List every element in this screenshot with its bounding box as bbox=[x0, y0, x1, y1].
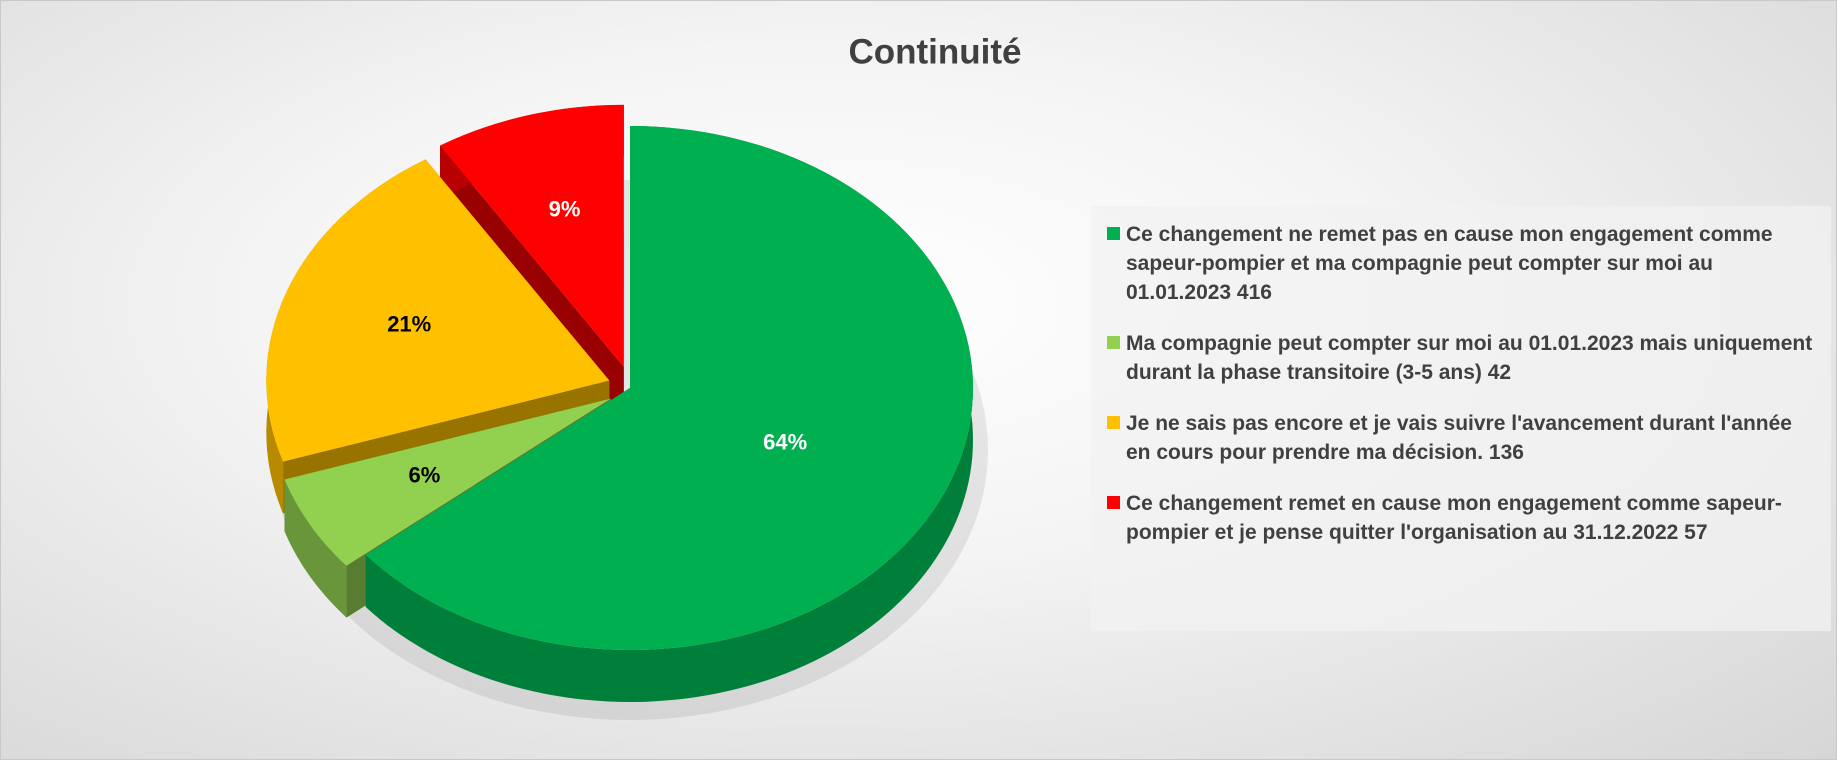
legend-entry: Ce changement ne remet pas en cause mon … bbox=[1107, 220, 1821, 307]
pie-slice bbox=[284, 398, 611, 566]
data-label: 9% bbox=[549, 197, 581, 222]
pie-area: Continuité 64% 6% 21% 9% bbox=[266, 32, 1022, 720]
slice-rim bbox=[284, 479, 347, 618]
legend-entry: Je ne sais pas encore et je vais suivre … bbox=[1107, 409, 1821, 467]
data-label: 21% bbox=[387, 311, 431, 336]
legend-swatch bbox=[1107, 416, 1120, 429]
legend: Ce changement ne remet pas en cause mon … bbox=[1091, 206, 1831, 631]
pie-slice bbox=[440, 104, 624, 367]
legend-entry: Ma compagnie peut compter sur moi au 01.… bbox=[1107, 329, 1821, 387]
pie-slice bbox=[365, 126, 973, 650]
data-label: 6% bbox=[408, 463, 440, 488]
legend-label: Ma compagnie peut compter sur moi au 01.… bbox=[1126, 332, 1813, 384]
data-label: 64% bbox=[763, 430, 807, 455]
slice-rim bbox=[365, 126, 974, 702]
legend-swatch bbox=[1107, 227, 1120, 240]
legend-label: Ce changement remet en cause mon engagem… bbox=[1126, 492, 1782, 544]
legend-label: Je ne sais pas encore et je vais suivre … bbox=[1126, 412, 1792, 464]
legend-entry: Ce changement remet en cause mon engagem… bbox=[1107, 489, 1821, 547]
pie-slice bbox=[266, 159, 610, 462]
legend-swatch bbox=[1107, 336, 1120, 349]
chart-title: Continuité bbox=[848, 32, 1021, 71]
legend-label: Ce changement ne remet pas en cause mon … bbox=[1126, 223, 1773, 304]
legend-swatch bbox=[1107, 496, 1120, 509]
